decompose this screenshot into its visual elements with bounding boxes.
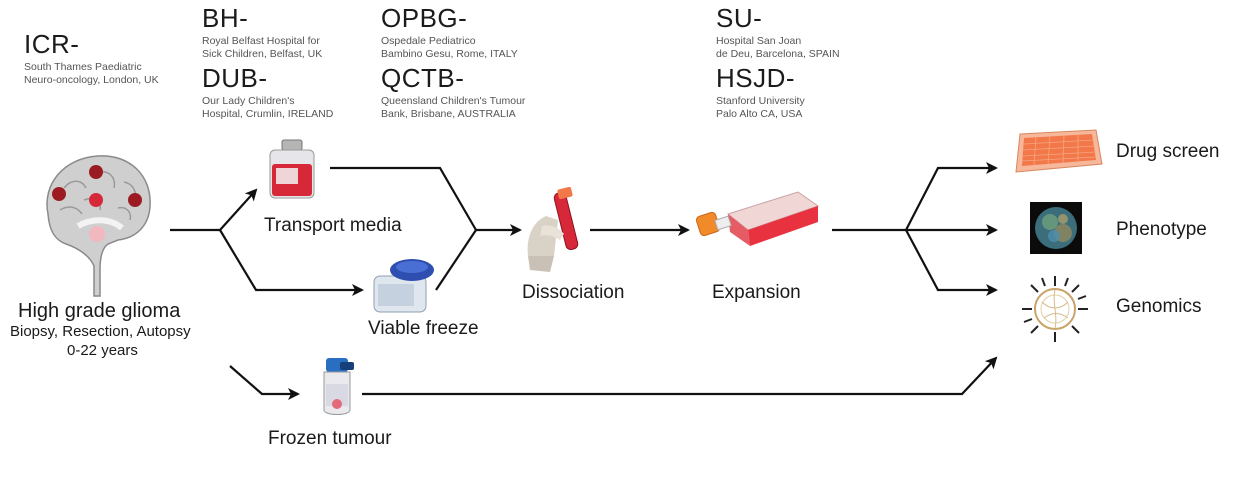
institution-code: BH- <box>202 3 249 33</box>
expansion-flask-icon <box>695 191 820 246</box>
tumor-site-dot <box>89 165 103 179</box>
institution-code: SU- <box>716 3 763 33</box>
institution-line: Our Lady Children's <box>202 95 295 107</box>
source-subtitle: Biopsy, Resection, Autopsy <box>10 323 191 340</box>
phenotype-label: Phenotype <box>1116 219 1207 240</box>
institution-su: SU- Hospital San Joan de Deu, Barcelona,… <box>716 4 840 61</box>
arrow-to-frozen <box>229 365 300 400</box>
institution-code: OPBG- <box>381 3 468 33</box>
institution-icr: ICR- South Thames Paediatric Neuro-oncol… <box>24 30 159 87</box>
institution-line: Bank, Brisbane, AUSTRALIA <box>381 108 516 120</box>
arrow-transport-merge <box>330 166 477 231</box>
genomics-circos-icon <box>1022 276 1088 342</box>
frozen-tumour-label: Frozen tumour <box>268 428 392 449</box>
institution-code: DUB- <box>202 63 268 93</box>
institution-bh: BH- Royal Belfast Hospital for Sick Chil… <box>202 4 322 61</box>
institution-line: Palo Alto CA, USA <box>716 108 803 120</box>
institution-line: de Deu, Barcelona, SPAIN <box>716 48 840 60</box>
viable-freeze-icon <box>373 259 434 313</box>
arrow-to-viable <box>219 229 364 296</box>
drug-plate-icon <box>1015 129 1103 173</box>
tumor-site-dot <box>128 193 142 207</box>
viable-freeze-label: Viable freeze <box>368 318 479 339</box>
frozen-tube-icon <box>323 358 354 415</box>
expansion-label: Expansion <box>712 282 801 303</box>
source-title: High grade glioma <box>18 300 181 322</box>
dissociation-label: Dissociation <box>522 282 625 303</box>
arrow-viable-merge <box>435 229 477 291</box>
institution-line: Ospedale Pediatrico <box>381 35 476 47</box>
arrow-to-transport <box>170 188 258 232</box>
institution-line: South Thames Paediatric <box>24 61 142 73</box>
tumor-site-dot <box>89 193 103 207</box>
institution-line: Sick Children, Belfast, UK <box>202 48 323 60</box>
transport-flask-icon <box>269 139 315 199</box>
tumor-site-dot <box>52 187 66 201</box>
arrow-frozen-to-genomics <box>362 356 998 396</box>
institution-dub: DUB- Our Lady Children's Hospital, Cruml… <box>202 64 333 121</box>
institution-line: Hospital, Crumlin, IRELAND <box>202 108 334 120</box>
genomics-label: Genomics <box>1116 296 1202 317</box>
institution-hsjd: HSJD- Stanford University Palo Alto CA, … <box>716 64 805 121</box>
institution-line: Stanford University <box>716 95 805 107</box>
transport-media-label: Transport media <box>264 215 402 236</box>
arrow-to-genomics <box>905 229 998 296</box>
institution-line: Royal Belfast Hospital for <box>202 35 320 47</box>
institution-opbg: OPBG- Ospedale Pediatrico Bambino Gesu, … <box>381 4 518 61</box>
dissociation-tube-icon <box>527 186 579 272</box>
brain-icon <box>46 155 151 297</box>
institution-line: Hospital San Joan <box>716 35 802 47</box>
source-age-range: 0-22 years <box>67 342 138 359</box>
institution-line: Bambino Gesu, Rome, ITALY <box>381 48 518 60</box>
institution-line: Neuro-oncology, London, UK <box>24 74 159 86</box>
arrow-to-drug <box>905 162 998 231</box>
drug-screen-label: Drug screen <box>1116 141 1220 162</box>
institution-qctb: QCTB- Queensland Children's Tumour Bank,… <box>381 64 525 121</box>
tumor-site-dot <box>89 226 105 242</box>
institution-code: HSJD- <box>716 63 796 93</box>
institution-code: QCTB- <box>381 63 465 93</box>
institution-line: Queensland Children's Tumour <box>381 95 526 107</box>
institution-code: ICR- <box>24 29 80 59</box>
phenotype-image-icon <box>1030 202 1082 254</box>
